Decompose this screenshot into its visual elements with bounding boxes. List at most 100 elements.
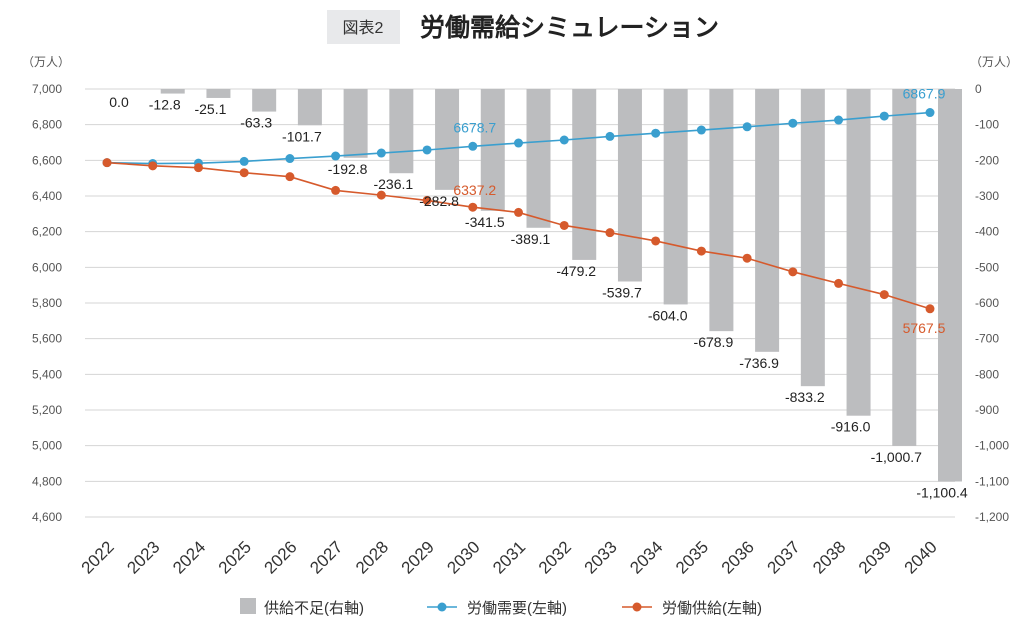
shortage-data-label: -916.0 bbox=[831, 419, 871, 435]
right-tick-label: -700 bbox=[975, 332, 999, 346]
supply-point bbox=[742, 253, 752, 263]
x-tick-label: 2031 bbox=[489, 537, 529, 577]
demand-point bbox=[468, 141, 478, 151]
shortage-bar bbox=[663, 89, 688, 305]
x-tick-label: 2029 bbox=[398, 537, 438, 577]
shortage-bar bbox=[435, 89, 460, 190]
shortage-bar bbox=[252, 89, 277, 112]
figure-label: 図表2 bbox=[343, 19, 384, 37]
left-tick-label: 5,400 bbox=[32, 367, 62, 381]
left-tick-label: 5,600 bbox=[32, 332, 62, 346]
shortage-data-label: -12.8 bbox=[149, 97, 181, 113]
right-tick-label: -900 bbox=[975, 403, 999, 417]
shortage-data-label: -678.9 bbox=[694, 334, 734, 350]
shortage-bar bbox=[206, 89, 231, 98]
right-tick-label: 0 bbox=[975, 82, 982, 96]
shortage-data-label: -236.1 bbox=[373, 176, 413, 192]
right-tick-label: -1,200 bbox=[975, 510, 1009, 524]
demand-point bbox=[514, 138, 523, 148]
shortage-data-label: -101.7 bbox=[282, 128, 322, 144]
shortage-data-label: -1,000.7 bbox=[871, 449, 923, 465]
chart-title: 労働需給シミュレーション bbox=[420, 13, 719, 42]
x-tick-label: 2037 bbox=[763, 537, 803, 577]
shortage-bar bbox=[938, 89, 962, 482]
shortage-bar bbox=[572, 89, 597, 260]
right-tick-label: -500 bbox=[975, 260, 999, 274]
x-tick-label: 2032 bbox=[535, 537, 575, 577]
left-tick-label: 6,600 bbox=[32, 153, 62, 167]
shortage-bar bbox=[480, 89, 505, 211]
demand-point bbox=[834, 115, 844, 125]
demand-point bbox=[696, 125, 706, 135]
x-tick-label: 2026 bbox=[261, 537, 301, 577]
x-tick-label: 2022 bbox=[78, 537, 118, 577]
shortage-data-label: -604.0 bbox=[648, 307, 688, 323]
x-tick-label: 2038 bbox=[809, 537, 849, 577]
shortage-bar bbox=[160, 89, 185, 94]
x-tick-label: 2024 bbox=[169, 537, 209, 577]
x-tick-label: 2033 bbox=[581, 537, 621, 577]
left-tick-label: 6,400 bbox=[32, 189, 62, 203]
supply-point bbox=[239, 168, 249, 178]
shortage-bar bbox=[343, 89, 368, 158]
shortage-bar bbox=[709, 89, 734, 332]
demand-annotation: 6678.7 bbox=[453, 119, 496, 135]
shortage-bar bbox=[297, 89, 322, 126]
supply-point bbox=[879, 290, 889, 300]
x-tick-label: 2023 bbox=[123, 537, 163, 577]
x-tick-label: 2027 bbox=[306, 537, 346, 577]
supply-point bbox=[834, 278, 844, 288]
shortage-data-label: -63.3 bbox=[240, 115, 272, 131]
right-tick-label: -1,000 bbox=[975, 439, 1009, 453]
shortage-data-label: -833.2 bbox=[785, 389, 825, 405]
left-tick-label: 6,800 bbox=[32, 118, 62, 132]
right-tick-label: -100 bbox=[975, 118, 999, 132]
shortage-data-label: -341.5 bbox=[465, 214, 505, 230]
demand-point bbox=[331, 151, 341, 161]
legend-marker bbox=[437, 602, 447, 612]
right-tick-label: -800 bbox=[975, 367, 999, 381]
x-tick-label: 2035 bbox=[672, 537, 712, 577]
supply-point bbox=[559, 220, 569, 230]
supply-point bbox=[925, 304, 935, 314]
shortage-bar bbox=[617, 89, 642, 282]
supply-point bbox=[102, 158, 112, 168]
demand-point bbox=[742, 122, 752, 132]
shortage-bar bbox=[800, 89, 825, 387]
supply-point bbox=[605, 228, 615, 238]
demand-point bbox=[788, 118, 798, 128]
supply-annotation: 6337.2 bbox=[453, 182, 496, 198]
shortage-data-label: -736.9 bbox=[739, 355, 779, 371]
supply-point bbox=[331, 185, 341, 195]
x-tick-label: 2040 bbox=[901, 537, 941, 577]
demand-point bbox=[925, 108, 935, 118]
demand-point bbox=[285, 154, 295, 164]
shortage-data-label: -479.2 bbox=[556, 263, 596, 279]
left-tick-label: 5,800 bbox=[32, 296, 62, 310]
right-tick-label: -600 bbox=[975, 296, 999, 310]
supply-point bbox=[193, 163, 203, 173]
right-tick-label: -1,100 bbox=[975, 474, 1009, 488]
left-tick-label: 7,000 bbox=[32, 82, 62, 96]
supply-point bbox=[788, 267, 798, 277]
shortage-bar bbox=[755, 89, 780, 352]
left-tick-label: 5,200 bbox=[32, 403, 62, 417]
demand-point bbox=[376, 148, 386, 158]
x-tick-label: 2039 bbox=[855, 537, 895, 577]
right-axis-unit: （万人） bbox=[970, 55, 1018, 69]
shortage-data-label: -539.7 bbox=[602, 284, 642, 300]
legend-marker bbox=[632, 602, 642, 612]
supply-point bbox=[696, 246, 706, 256]
demand-annotation: 6867.9 bbox=[903, 86, 946, 102]
supply-point bbox=[148, 161, 158, 171]
shortage-data-label: 0.0 bbox=[109, 94, 129, 110]
x-tick-label: 2025 bbox=[215, 537, 255, 577]
shortage-data-label: -192.8 bbox=[328, 161, 368, 177]
left-tick-label: 4,600 bbox=[32, 510, 62, 524]
demand-point bbox=[422, 145, 432, 155]
supply-point bbox=[422, 195, 432, 205]
shortage-bar bbox=[389, 89, 414, 174]
x-tick-label: 2028 bbox=[352, 537, 392, 577]
demand-point bbox=[605, 131, 615, 141]
